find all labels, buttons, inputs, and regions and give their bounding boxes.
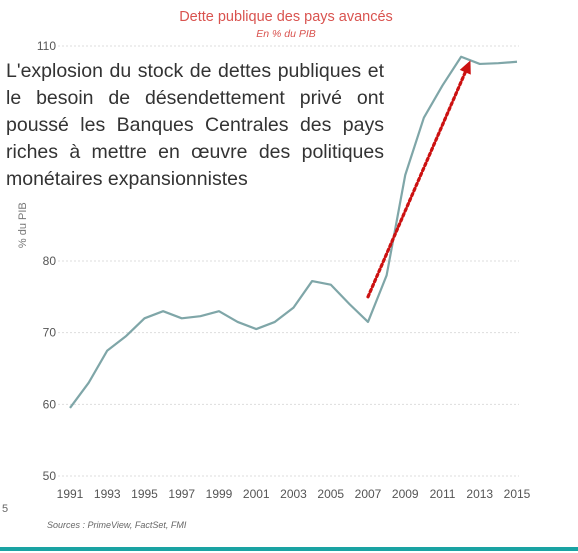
- y-tick-label: 50: [43, 469, 57, 483]
- chart-title: Dette publique des pays avancés: [179, 9, 393, 25]
- y-tick-label: 70: [43, 326, 57, 340]
- x-tick-label: 2005: [317, 487, 344, 501]
- page-number: 5: [2, 503, 8, 515]
- x-axis: 1991 1993 1995 1997 1999 2001 2003 2005 2007 2009…: [57, 487, 531, 501]
- x-tick-label: 2013: [466, 487, 493, 501]
- x-tick-label: 1997: [168, 487, 195, 501]
- y-tick-label: 110: [37, 39, 56, 53]
- annotation-text: L'explosion du stock de dettes publiques…: [6, 60, 384, 190]
- x-tick-label: 2011: [430, 487, 456, 501]
- bottom-rule: [0, 547, 578, 551]
- annotation-arrow-head: [459, 60, 471, 75]
- x-tick-label: 2003: [280, 487, 307, 501]
- x-tick-label: 1999: [206, 487, 233, 501]
- x-tick-label: 2001: [243, 487, 270, 501]
- x-tick-label: 1991: [57, 487, 84, 501]
- y-tick-label: 60: [43, 397, 57, 411]
- y-tick-label: 80: [43, 254, 57, 268]
- source-note: Sources : PrimeView, FactSet, FMI: [47, 520, 187, 530]
- x-tick-label: 1995: [131, 487, 158, 501]
- annotation-arrow-shaft: [366, 70, 467, 299]
- x-tick-label: 2015: [504, 487, 531, 501]
- gridlines: [58, 45, 519, 477]
- x-tick-label: 1993: [94, 487, 121, 501]
- y-axis-label: % du PIB: [17, 202, 29, 248]
- y-axis: 50 60 70 80 110: [37, 39, 56, 483]
- series-group: [69, 55, 518, 409]
- x-tick-label: 2009: [392, 487, 419, 501]
- x-tick-label: 2007: [355, 487, 382, 501]
- annotation-arrow-group: [366, 60, 471, 299]
- chart-subtitle: En % du PIB: [256, 28, 316, 40]
